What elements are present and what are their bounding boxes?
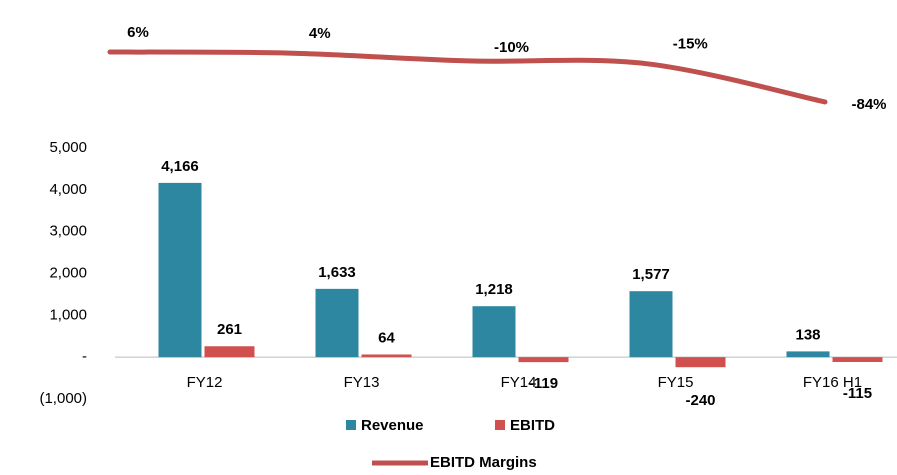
bar [472,306,516,358]
margin-label: -10% [494,39,529,56]
data-label: 261 [217,321,242,338]
data-label: 64 [378,329,395,346]
y-tick-label: - [82,348,87,365]
y-tick-label: 4,000 [49,181,87,198]
data-label: 138 [795,326,820,343]
bar [158,182,202,358]
data-label: -119 [529,375,558,392]
bar [629,291,673,358]
bar [518,357,569,363]
y-tick-label: 2,000 [49,264,87,281]
y-tick-label: 1,000 [49,306,87,323]
x-tick-label: FY15 [658,374,694,391]
data-label: 1,577 [632,266,670,283]
bar [675,357,726,368]
bar [204,346,255,358]
legend-swatch [346,420,356,430]
legend-label: Revenue [361,417,424,434]
x-tick-label: FY14 [501,374,537,391]
bar [315,288,359,358]
bar [361,354,412,358]
bar [786,351,830,358]
y-tick-label: 5,000 [49,139,87,156]
x-tick-label: FY16 H1 [803,374,862,391]
data-label: 1,633 [318,264,356,281]
margin-label: 4% [309,25,331,42]
margin-label: -15% [673,36,708,53]
bar [832,357,883,362]
margin-label: 6% [127,24,149,41]
data-label: 4,166 [161,158,199,175]
y-tick-label: 3,000 [49,223,87,240]
data-label: -115 [843,385,872,402]
y-tick-label: (1,000) [39,390,87,407]
data-label: 1,218 [475,281,513,298]
legend-label: EBITD Margins [430,454,537,471]
x-tick-label: FY12 [187,374,223,391]
data-label: -240 [685,392,715,409]
margin-line [107,49,828,105]
x-tick-label: FY13 [344,374,380,391]
margin-label: -84% [851,96,886,113]
legend-swatch [495,420,505,430]
legend-label: EBITD [510,417,555,434]
